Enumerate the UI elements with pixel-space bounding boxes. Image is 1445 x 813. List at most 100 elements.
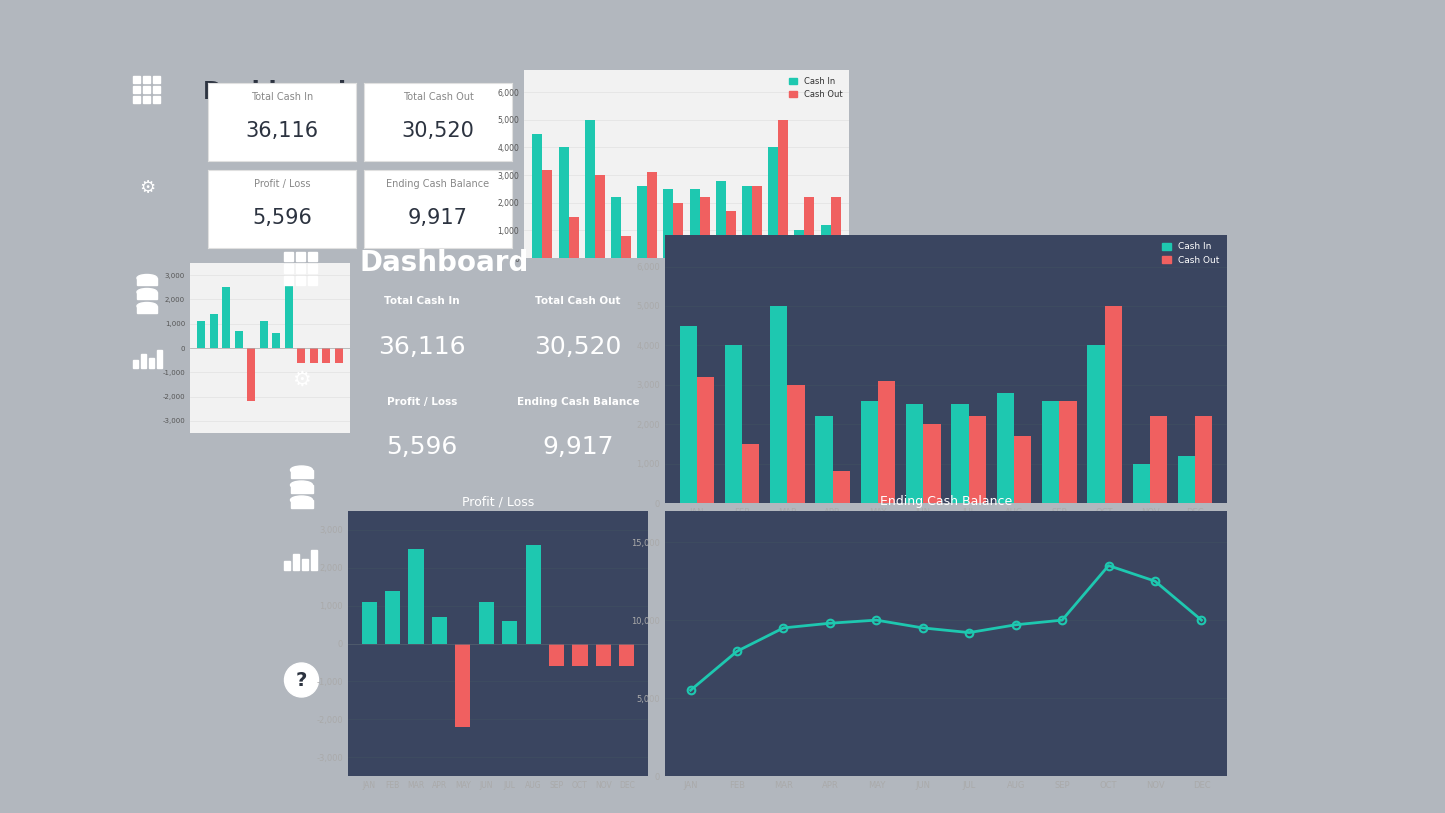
Bar (1150, 416, 1168, 503)
Bar (335, 348, 342, 363)
Bar (1195, 416, 1212, 503)
Bar (311, 550, 316, 570)
Bar (618, 644, 634, 666)
Bar (663, 189, 673, 258)
Bar (455, 644, 471, 727)
Bar (285, 276, 293, 285)
Bar (1178, 456, 1195, 503)
Text: 9,917: 9,917 (542, 434, 614, 459)
Bar (568, 216, 578, 258)
Bar (795, 230, 805, 258)
Bar (861, 401, 879, 503)
Text: 30,520: 30,520 (402, 121, 474, 141)
Text: 9,917: 9,917 (407, 208, 468, 228)
Bar (234, 331, 243, 348)
Bar (285, 561, 290, 570)
Text: Ending Cash Balance: Ending Cash Balance (517, 397, 639, 406)
Text: Profit / Loss: Profit / Loss (387, 397, 457, 406)
Bar (153, 76, 160, 83)
Bar (290, 500, 312, 508)
Text: 5,596: 5,596 (251, 208, 312, 228)
Bar (585, 120, 595, 258)
Bar (715, 180, 725, 258)
Bar (223, 287, 230, 348)
Bar (770, 306, 788, 503)
Bar (137, 306, 158, 313)
Text: Total Cash Out: Total Cash Out (535, 297, 621, 307)
Bar (298, 348, 305, 363)
Text: Dashboard: Dashboard (360, 250, 529, 277)
Text: Total Cash In: Total Cash In (384, 297, 460, 307)
Bar (1014, 436, 1032, 503)
Text: Dashboard: Dashboard (202, 80, 347, 104)
Ellipse shape (137, 275, 158, 281)
Text: Total Cash In: Total Cash In (251, 92, 314, 102)
Bar (751, 186, 762, 258)
Bar (679, 326, 696, 503)
Bar (308, 252, 316, 261)
Bar (142, 354, 146, 368)
Bar (725, 346, 743, 503)
Text: Ending Cash Balance: Ending Cash Balance (386, 179, 490, 189)
Bar (788, 385, 805, 503)
Bar (1088, 346, 1104, 503)
Bar (296, 276, 305, 285)
Bar (285, 252, 293, 261)
Bar (210, 314, 218, 348)
Bar (260, 321, 267, 348)
Bar (361, 602, 377, 644)
Bar (432, 617, 447, 644)
Bar (815, 416, 832, 503)
Bar (153, 96, 160, 103)
Bar (153, 86, 160, 93)
Bar (595, 644, 611, 666)
Bar (272, 333, 280, 348)
Bar (526, 545, 540, 644)
Title: Profit / Loss: Profit / Loss (462, 495, 535, 508)
Text: ?: ? (296, 671, 308, 689)
Bar (308, 264, 316, 273)
Bar (906, 405, 923, 503)
Bar (611, 198, 621, 258)
Text: 36,116: 36,116 (379, 334, 465, 359)
Bar (133, 96, 140, 103)
Ellipse shape (137, 302, 158, 310)
Bar (542, 170, 552, 258)
Bar (1133, 463, 1150, 503)
Bar (572, 644, 588, 666)
Bar (673, 202, 683, 258)
Bar (1059, 401, 1077, 503)
Bar (302, 559, 308, 570)
Bar (143, 96, 150, 103)
Text: Profit / Loss: Profit / Loss (254, 179, 311, 189)
Bar (285, 264, 293, 273)
Bar (647, 172, 657, 258)
Bar (743, 186, 751, 258)
Bar (725, 211, 736, 258)
Bar (296, 252, 305, 261)
Text: 5,596: 5,596 (386, 434, 458, 459)
Ellipse shape (290, 496, 312, 504)
Bar (779, 120, 788, 258)
Text: 30,520: 30,520 (535, 334, 621, 359)
Bar (133, 76, 140, 83)
Bar (549, 644, 564, 666)
Bar (293, 554, 299, 570)
Legend: Cash In, Cash Out: Cash In, Cash Out (1159, 240, 1222, 267)
Bar (743, 444, 759, 503)
Bar (923, 424, 941, 503)
Bar (595, 175, 604, 258)
Bar (478, 602, 494, 644)
Bar (158, 350, 162, 368)
Bar (143, 86, 150, 93)
Ellipse shape (290, 481, 312, 489)
Bar (997, 393, 1014, 503)
Ellipse shape (137, 289, 158, 295)
Bar (322, 348, 331, 363)
Bar (831, 198, 841, 258)
Bar (689, 189, 699, 258)
Ellipse shape (290, 466, 312, 474)
Bar (832, 472, 850, 503)
Bar (309, 348, 318, 363)
Bar (143, 76, 150, 83)
